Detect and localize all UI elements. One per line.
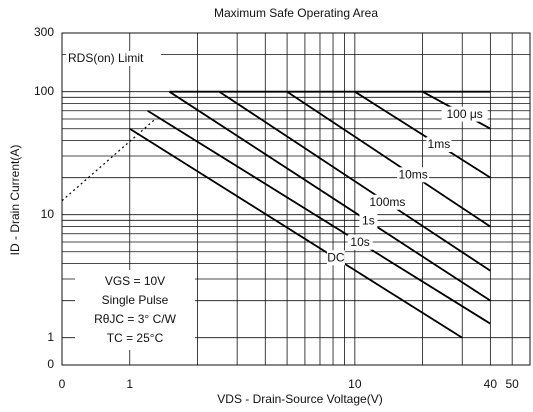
- series-label: 1s: [362, 213, 375, 227]
- series-label: 100ms: [369, 195, 405, 209]
- series-label-bg: [326, 250, 345, 266]
- soa-line: [354, 90, 491, 179]
- y-axis-label: ID - Drain Current(A): [8, 145, 22, 256]
- annotation: TC = 25°C: [107, 331, 164, 345]
- series-label-bg: [441, 106, 488, 122]
- y-tick-label: 0: [47, 357, 54, 371]
- series-label-bg: [426, 136, 452, 152]
- series-label-bg: [66, 51, 161, 66]
- series-label-bg: [359, 213, 378, 229]
- series-label: 100 μs: [446, 107, 482, 121]
- soa-line: [218, 90, 491, 272]
- soa-line: [61, 118, 156, 202]
- soa-line: [286, 90, 491, 228]
- series-label-bg: [347, 234, 373, 250]
- plot-frame: [61, 32, 531, 366]
- x-tick-label: 50: [505, 377, 519, 391]
- annotation-bg: [75, 270, 195, 350]
- series-label: 10s: [350, 235, 369, 249]
- soa-line: [147, 109, 491, 325]
- y-tick-label: 1: [47, 330, 54, 344]
- y-tick-label: 300: [34, 25, 54, 39]
- annotation: RθJC = 3° C/W: [94, 312, 176, 326]
- x-tick-label: 40: [484, 377, 498, 391]
- soa-line: [129, 127, 463, 339]
- x-tick-label: 10: [348, 377, 362, 391]
- series-label-bg: [397, 167, 430, 183]
- series-label: DC: [327, 250, 345, 264]
- y-tick-label: 10: [41, 207, 55, 221]
- x-axis-label: VDS - Drain-Source Voltage(V): [217, 392, 382, 406]
- series-label: 1ms: [428, 137, 451, 151]
- x-tick-label: 1: [126, 377, 133, 391]
- x-tick-label: 0: [59, 377, 66, 391]
- chart-title: Maximum Safe Operating Area: [214, 6, 378, 20]
- annotation: VGS = 10V: [105, 274, 165, 288]
- y-tick-label: 100: [34, 84, 54, 98]
- series-label: 10ms: [398, 168, 427, 182]
- annotation: Single Pulse: [102, 293, 169, 307]
- soa-line: [168, 90, 491, 302]
- series-label: RDS(on) Limit: [68, 51, 144, 65]
- series-label-bg: [367, 194, 407, 210]
